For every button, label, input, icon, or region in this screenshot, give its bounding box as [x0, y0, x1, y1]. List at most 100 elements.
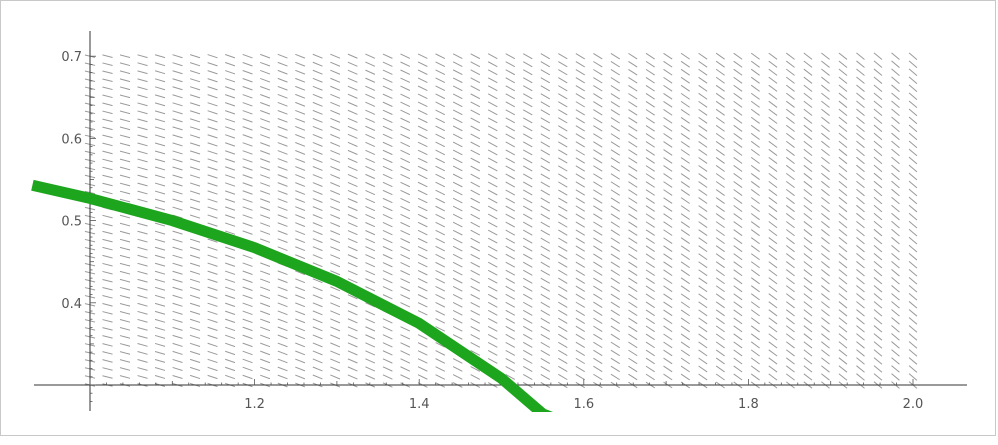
slope-mark	[785, 213, 795, 221]
slope-mark	[540, 373, 551, 381]
slope-mark	[856, 84, 865, 92]
slope-mark	[856, 373, 865, 381]
slope-mark	[768, 373, 778, 381]
slope-mark	[487, 341, 498, 348]
slope-mark	[610, 53, 620, 60]
slope-mark	[663, 301, 673, 309]
slope-mark	[189, 206, 201, 211]
slope-mark	[628, 173, 638, 180]
slope-mark	[680, 341, 690, 349]
slope-mark	[628, 205, 638, 212]
slope-mark	[750, 221, 760, 229]
slope-mark	[891, 188, 900, 197]
slope-mark	[680, 52, 690, 60]
slope-mark	[102, 287, 113, 291]
slope-mark	[522, 245, 533, 252]
slope-mark	[715, 60, 725, 68]
slope-mark	[172, 326, 183, 331]
slope-mark	[873, 84, 883, 92]
slope-mark	[487, 165, 498, 172]
slope-mark	[803, 196, 813, 205]
slope-mark	[365, 173, 376, 180]
slope-mark	[382, 358, 393, 364]
slope-mark	[750, 365, 760, 373]
slope-mark	[435, 157, 446, 164]
slope-mark	[470, 309, 481, 316]
slope-mark	[610, 157, 620, 164]
slope-mark	[417, 173, 428, 180]
slope-mark	[277, 61, 288, 67]
slope-mark	[908, 92, 918, 101]
slope-mark	[172, 334, 183, 339]
slope-mark	[908, 220, 918, 229]
slope-mark	[417, 133, 428, 140]
slope-mark	[400, 53, 411, 59]
slope-mark	[838, 285, 848, 293]
slope-mark	[522, 85, 533, 92]
slope-mark	[365, 117, 376, 123]
slope-mark	[575, 141, 586, 148]
slope-mark	[417, 253, 428, 260]
slope-mark	[628, 373, 638, 381]
slope-mark	[628, 245, 638, 252]
slope-mark	[540, 301, 551, 308]
slope-mark	[838, 341, 848, 349]
slope-mark	[207, 198, 218, 203]
slope-mark	[225, 318, 236, 324]
slope-mark	[821, 164, 830, 173]
slope-mark	[189, 150, 201, 155]
slope-mark	[821, 108, 830, 116]
slope-mark	[242, 286, 253, 291]
slope-mark	[435, 165, 446, 172]
slope-mark	[435, 229, 446, 236]
slope-mark	[487, 261, 498, 268]
slope-mark	[575, 125, 586, 132]
slope-mark	[365, 125, 376, 131]
slope-mark	[295, 174, 306, 179]
slope-mark	[750, 68, 760, 76]
slope-mark	[663, 365, 673, 373]
slope-mark	[312, 342, 323, 348]
slope-mark	[505, 253, 516, 260]
slope-mark	[522, 317, 533, 324]
slope-mark	[838, 172, 848, 181]
slope-mark	[417, 181, 428, 188]
slope-mark	[417, 358, 428, 364]
slope-mark	[838, 277, 848, 285]
slope-mark	[102, 351, 113, 355]
slope-mark	[698, 197, 708, 204]
slope-mark	[277, 174, 288, 179]
slope-mark	[522, 261, 533, 268]
slope-mark	[435, 85, 446, 92]
slope-mark	[312, 278, 323, 284]
slope-mark	[505, 85, 516, 92]
slope-mark	[365, 358, 376, 364]
slope-mark	[102, 359, 113, 363]
slope-mark	[645, 229, 655, 236]
slope-mark	[680, 229, 690, 236]
slope-mark	[277, 366, 288, 372]
slope-mark	[189, 134, 201, 139]
slope-mark	[505, 301, 516, 308]
slope-mark	[803, 60, 813, 68]
slope-mark	[225, 190, 236, 195]
slope-mark	[698, 229, 708, 237]
slope-mark	[891, 108, 900, 117]
slope-mark	[908, 76, 918, 85]
slope-mark	[242, 270, 253, 275]
slope-mark	[154, 102, 166, 107]
slope-mark	[102, 142, 113, 147]
slope-mark	[698, 165, 708, 172]
slope-mark	[768, 148, 778, 156]
slope-mark	[382, 197, 393, 204]
slope-mark	[470, 77, 481, 84]
x-tick-label: 1.2	[244, 397, 265, 412]
slope-mark	[400, 302, 411, 308]
slope-mark	[750, 148, 760, 156]
slope-mark	[189, 358, 201, 363]
slope-mark	[189, 62, 201, 67]
slope-mark	[610, 301, 620, 308]
slope-mark	[522, 157, 533, 164]
slope-mark	[260, 334, 271, 340]
slope-mark	[628, 229, 638, 236]
